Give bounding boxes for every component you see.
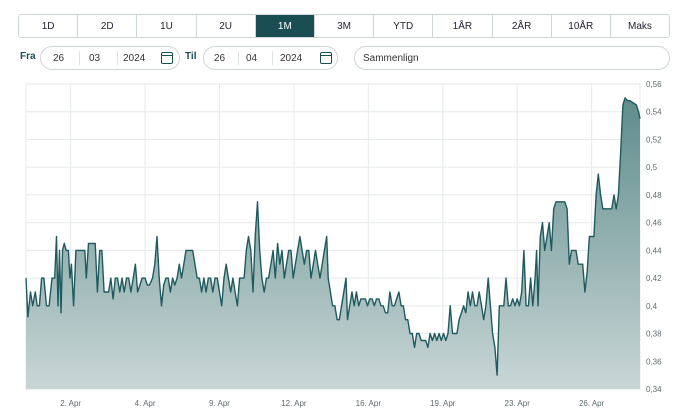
to-day[interactable]: 26 xyxy=(214,53,226,64)
to-year[interactable]: 2024 xyxy=(280,53,303,64)
y-tick-label: 0,4 xyxy=(646,302,658,311)
period-button-2u[interactable]: 2U xyxy=(196,15,256,37)
divider xyxy=(117,51,118,65)
divider xyxy=(238,51,239,65)
series-area xyxy=(26,97,640,390)
from-label: Fra xyxy=(20,51,36,62)
from-month[interactable]: 03 xyxy=(89,53,101,64)
period-button-ytd[interactable]: YTD xyxy=(374,15,434,37)
y-tick-label: 0,44 xyxy=(646,246,662,255)
period-button-1år[interactable]: 1ÅR xyxy=(433,15,493,37)
period-button-2d[interactable]: 2D xyxy=(78,15,138,37)
period-button-2år[interactable]: 2ÅR xyxy=(492,15,552,37)
divider xyxy=(272,51,273,65)
to-date-field[interactable]: 26 04 2024 xyxy=(203,46,338,70)
series-line xyxy=(25,97,641,376)
period-button-1d[interactable]: 1D xyxy=(19,15,79,37)
y-tick-label: 0,54 xyxy=(646,108,662,117)
y-tick-label: 0,48 xyxy=(646,191,662,200)
x-tick-label: 19. Apr xyxy=(430,399,456,408)
calendar-icon[interactable] xyxy=(320,52,332,64)
period-selector: 1D 2D 1U 2U 1M 3M YTD 1ÅR 2ÅR 10ÅR Maks xyxy=(18,14,670,38)
divider xyxy=(79,51,80,65)
compare-placeholder: Sammenlign xyxy=(363,53,419,64)
x-tick-label: 12. Apr xyxy=(281,399,307,408)
price-chart-svg[interactable]: 0,56 0,54 0,52 0,5 0,48 0,46 0,44 0,42 0,4 0,38 0,… xyxy=(0,76,690,408)
period-button-3m[interactable]: 3M xyxy=(314,15,375,37)
x-tick-label: 9. Apr xyxy=(209,399,230,408)
price-chart[interactable]: 0,56 0,54 0,52 0,5 0,48 0,46 0,44 0,42 0,4 0,38 0,… xyxy=(0,76,690,408)
period-button-10år[interactable]: 10ÅR xyxy=(551,15,611,37)
period-button-maks[interactable]: Maks xyxy=(610,15,669,37)
x-tick-label: 4. Apr xyxy=(135,399,156,408)
period-button-1u[interactable]: 1U xyxy=(137,15,197,37)
y-tick-label: 0,34 xyxy=(646,385,662,394)
calendar-icon[interactable] xyxy=(161,52,173,64)
y-tick-label: 0,56 xyxy=(646,80,662,89)
from-day[interactable]: 26 xyxy=(53,53,65,64)
to-month[interactable]: 04 xyxy=(246,53,258,64)
x-tick-label: 23. Apr xyxy=(505,399,531,408)
to-label: Til xyxy=(185,51,197,62)
compare-input[interactable]: Sammenlign xyxy=(354,46,670,70)
from-date-field[interactable]: 26 03 2024 xyxy=(40,46,180,70)
y-tick-label: 0,5 xyxy=(646,163,658,172)
from-year[interactable]: 2024 xyxy=(123,53,146,64)
y-tick-label: 0,46 xyxy=(646,219,662,228)
period-button-1m[interactable]: 1M xyxy=(255,15,315,37)
y-tick-label: 0,38 xyxy=(646,330,662,339)
x-tick-label: 26. Apr xyxy=(579,399,605,408)
date-range-row: Fra 26 03 2024 Til 26 04 2024 Sammenlign xyxy=(18,46,670,70)
y-tick-label: 0,42 xyxy=(646,274,662,283)
x-tick-label: 2. Apr xyxy=(60,399,81,408)
x-tick-label: 16. Apr xyxy=(356,399,382,408)
y-tick-label: 0,36 xyxy=(646,357,662,366)
y-tick-label: 0,52 xyxy=(646,135,662,144)
